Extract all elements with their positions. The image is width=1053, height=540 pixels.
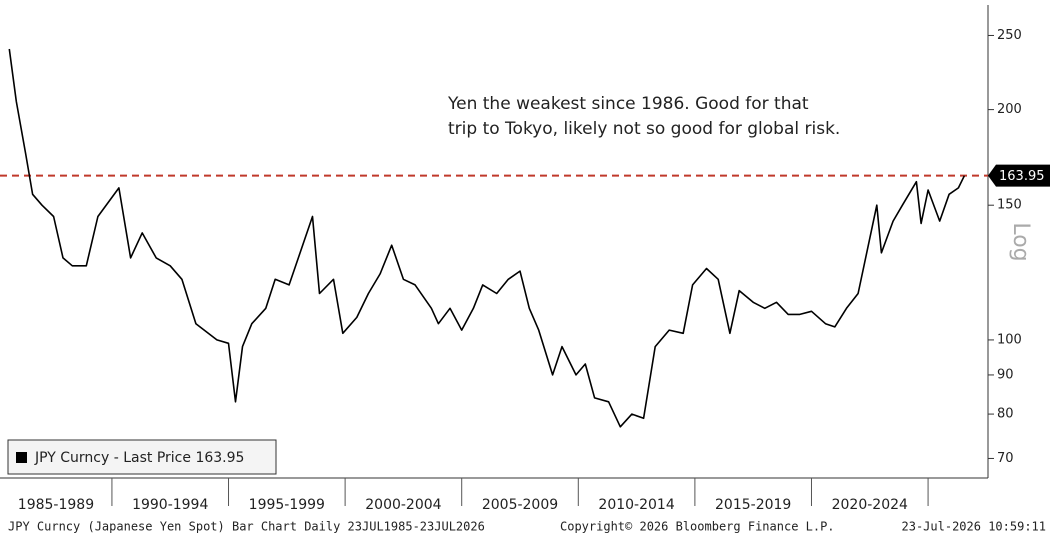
- legend-box: [7, 439, 277, 475]
- legend-swatch: [16, 452, 27, 463]
- x-period-label: 1990-1994: [132, 497, 208, 513]
- y-tick-label: 150: [997, 198, 1022, 213]
- x-period-label: 2015-2019: [715, 497, 791, 513]
- footer: 23-Jul-2026 10:59:11: [902, 520, 1047, 534]
- legend: JPY Curncy - Last Price 163.95: [7, 439, 277, 475]
- x-period-label: 2000-2004: [365, 497, 441, 513]
- y-tick-label: 200: [997, 102, 1022, 117]
- y-tick-label: 100: [997, 332, 1022, 347]
- scale-label: Log: [1008, 222, 1033, 261]
- x-period-label: 1995-1999: [249, 497, 325, 513]
- y-tick-label: 90: [997, 367, 1014, 382]
- annotation: trip to Tokyo, likely not so good for gl…: [448, 119, 840, 139]
- footer: Copyright© 2026 Bloomberg Finance L.P.: [560, 520, 835, 534]
- y-tick-label: 80: [997, 407, 1014, 422]
- x-period-label: 2020-2024: [832, 497, 908, 513]
- x-period-label: 1985-1989: [18, 497, 94, 513]
- legend-label: JPY Curncy - Last Price 163.95: [34, 450, 244, 466]
- legend-name: JPY Curncy - Last Price: [34, 450, 191, 466]
- x-period-label: 2005-2009: [482, 497, 558, 513]
- y-tick-label: 250: [997, 28, 1022, 43]
- y-tick-label: 70: [997, 451, 1014, 466]
- footer: JPY Curncy (Japanese Yen Spot) Bar Chart…: [8, 520, 485, 534]
- price-tag: [988, 164, 1050, 187]
- price-line: [8, 48, 966, 428]
- annotation: Yen the weakest since 1986. Good for tha…: [447, 94, 809, 114]
- price-tag-label: 163.95: [999, 169, 1045, 184]
- legend-value: 163.95: [195, 450, 244, 466]
- x-period-label: 2010-2014: [598, 497, 674, 513]
